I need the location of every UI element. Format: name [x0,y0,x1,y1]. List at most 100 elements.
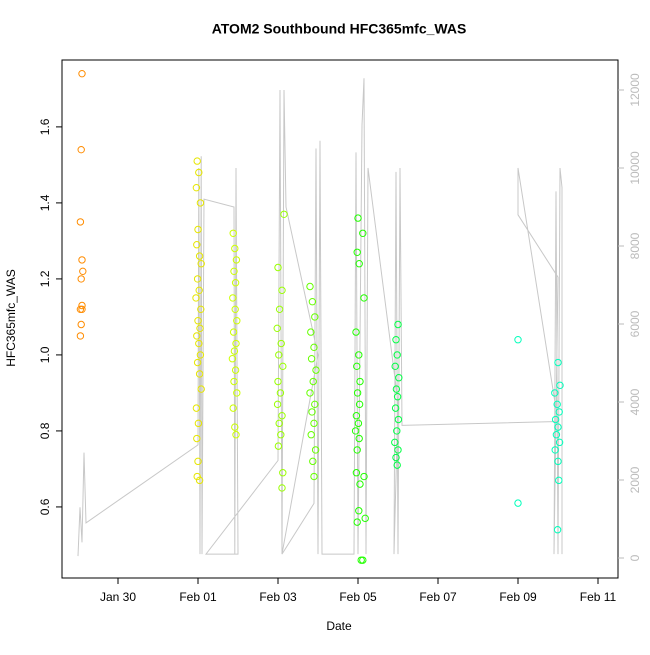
y-tick-label: 1.2 [38,270,52,287]
point [275,351,283,359]
point [231,366,240,374]
point [193,472,201,481]
point [197,260,205,268]
point [554,358,562,367]
point [555,476,563,485]
point [551,415,560,424]
point [514,336,522,344]
point [551,389,559,397]
point [310,343,318,352]
point [308,408,316,416]
point [554,457,562,466]
point [394,415,403,424]
chart-title: ATOM2 Southbound HFC365mfc_WAS [212,21,467,37]
point [311,313,319,321]
point [355,400,364,409]
point [232,339,240,348]
point [273,400,282,409]
point [192,183,201,192]
point [394,320,402,329]
point [193,358,202,367]
point [360,472,368,481]
point [359,556,367,564]
point [197,305,205,314]
point [231,305,239,314]
point [79,267,87,276]
point [194,317,202,325]
point [230,267,238,276]
point [552,431,561,439]
point [307,355,316,363]
point [195,168,203,177]
point [78,305,86,314]
point [354,214,362,222]
y-tick-label: 1.0 [38,346,52,363]
point [232,431,240,439]
point [393,351,401,359]
point [306,389,314,397]
point [355,434,363,443]
point [233,389,241,397]
point [280,210,288,218]
point [231,244,239,253]
point [279,469,287,477]
y2-tick-label: 8000 [628,232,642,259]
point [394,446,402,454]
point [392,336,400,344]
point [231,423,239,431]
point [278,412,286,420]
x-tick-label: Feb 05 [339,590,377,604]
point [392,385,401,393]
point [353,446,361,454]
point [393,427,401,435]
x-tick-label: Feb 09 [499,590,537,604]
x-tick-label: Feb 07 [419,590,457,604]
y-tick-label: 1.6 [38,118,52,135]
point [395,374,403,382]
point [193,332,201,340]
y-tick-label: 1.4 [38,194,52,211]
point [393,461,401,469]
point [194,457,202,466]
point [277,431,285,439]
point [229,404,237,412]
point [274,377,282,386]
x-tick-label: Jan 30 [100,590,136,604]
point [279,362,287,371]
point [195,286,203,295]
point [311,446,320,454]
point [78,301,86,310]
point [354,419,363,428]
point [194,419,203,428]
point [553,526,562,534]
point [275,305,284,314]
point [353,518,361,526]
point [356,480,364,488]
point [391,438,399,447]
point [310,419,318,428]
point [393,393,402,401]
point [229,328,238,336]
point [309,457,317,466]
point [192,294,200,302]
point [275,419,283,428]
point [551,446,559,454]
x-tick-label: Feb 01 [179,590,217,604]
x-axis-label: Date [326,619,352,633]
point [196,324,204,333]
point [230,377,238,386]
point [391,362,399,371]
x-tick-label: Feb 11 [580,590,617,604]
point [196,351,205,359]
point [352,328,360,336]
point [353,389,362,397]
point [195,339,203,348]
point [195,252,204,260]
point [276,389,285,397]
point [78,69,86,78]
point [359,229,367,238]
point [195,370,204,378]
point [232,256,241,264]
point [229,294,237,302]
